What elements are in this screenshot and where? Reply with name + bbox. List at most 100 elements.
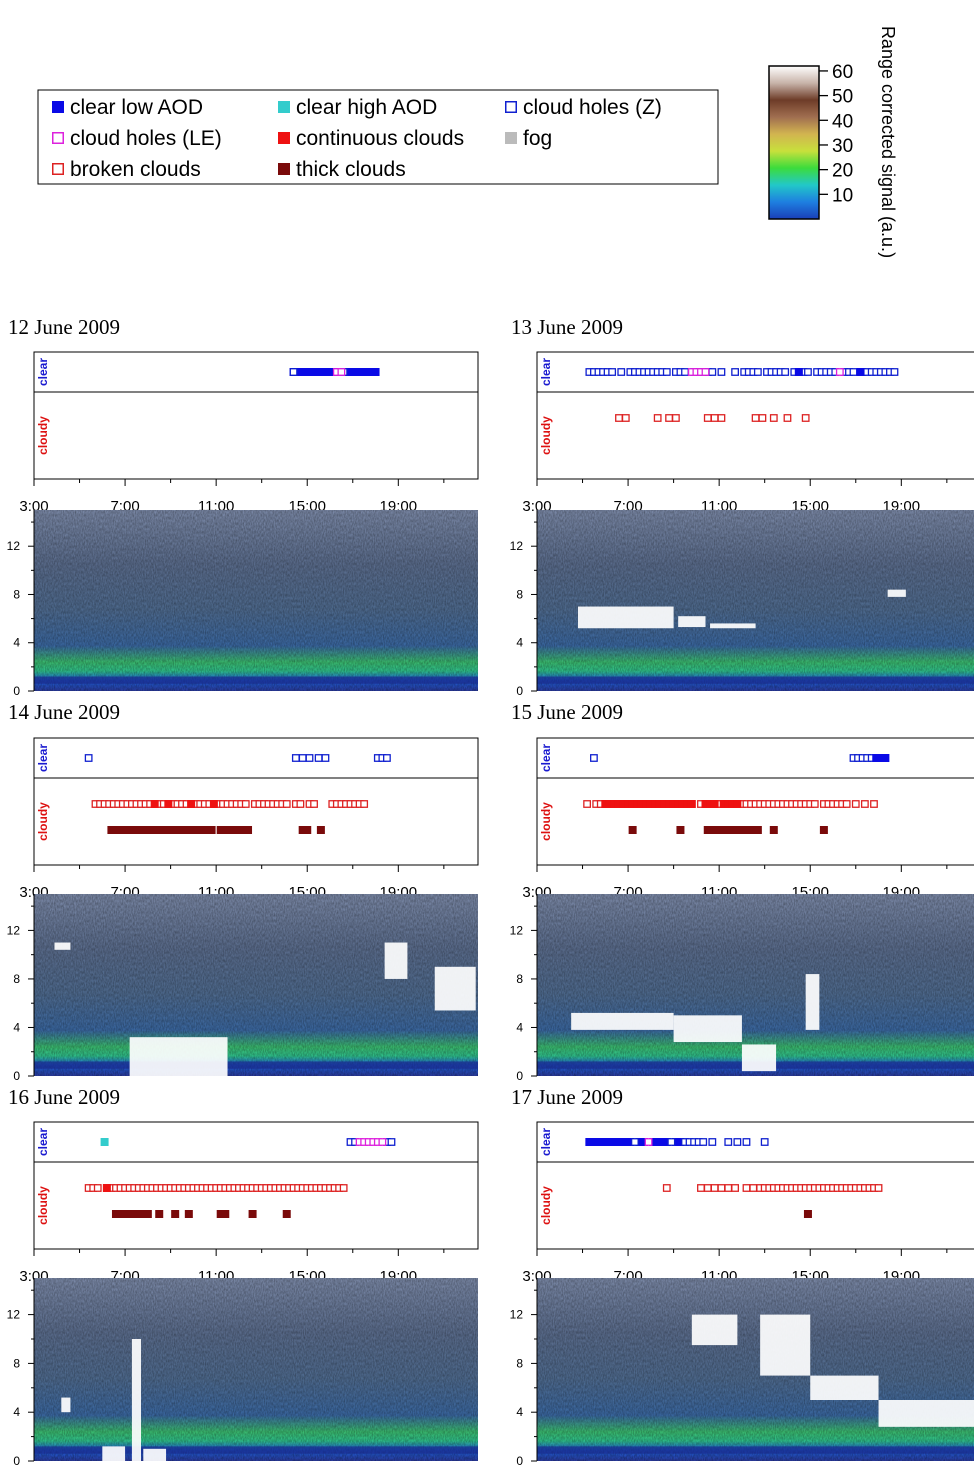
marker [731, 1184, 739, 1192]
marker [642, 800, 651, 808]
panel-title: 13 June 2009 [511, 315, 623, 339]
marker [835, 368, 844, 376]
marker [703, 826, 712, 834]
colorbar-tick-label: 20 [832, 161, 853, 182]
series-clear-low-aod [872, 754, 890, 762]
y-tick-label: 12 [510, 923, 524, 937]
marker [658, 1138, 667, 1146]
marker [209, 800, 218, 808]
marker [769, 414, 778, 422]
legend-label: thick clouds [296, 158, 406, 181]
marker [701, 368, 710, 376]
marker [84, 754, 93, 762]
marker [164, 800, 173, 808]
marker [724, 800, 733, 808]
series-thick-clouds [803, 1210, 812, 1218]
marker [733, 800, 742, 808]
marker [749, 1184, 758, 1192]
series-broken-clouds [662, 1184, 883, 1192]
legend-label: fog [523, 127, 552, 150]
series-cloud-holes-z [631, 1138, 769, 1146]
legend-marker [278, 101, 290, 113]
profile-noise [537, 510, 974, 691]
legend-item-clear-low-aod: clear low AOD [52, 96, 203, 119]
marker [248, 1210, 257, 1218]
marker [724, 1184, 733, 1192]
marker [303, 826, 312, 834]
marker [337, 368, 346, 376]
marker [717, 826, 726, 834]
boundary-layer [34, 676, 478, 684]
marker [184, 826, 193, 834]
marker [203, 826, 212, 834]
marker [121, 1210, 130, 1218]
marker [387, 1138, 396, 1146]
row-label-cloudy: cloudy [539, 802, 553, 841]
marker [640, 1138, 649, 1146]
marker [708, 368, 717, 376]
marker [851, 800, 860, 808]
y-tick-label: 12 [7, 539, 21, 553]
marker [184, 1210, 193, 1218]
y-tick-label: 8 [516, 1356, 523, 1370]
marker [594, 1138, 603, 1146]
row-label-cloudy: cloudy [539, 416, 553, 455]
marker [849, 368, 858, 376]
series-cloud-holes-le [355, 1138, 387, 1146]
row-label-clear: clear [539, 744, 553, 772]
lidar-profile: 0 4 8 12 [7, 894, 478, 1083]
marker [731, 368, 739, 376]
marker [150, 800, 159, 808]
marker [171, 826, 180, 834]
marker [671, 1138, 680, 1146]
marker [660, 800, 669, 808]
series-clear-high-aod [100, 1138, 109, 1146]
marker [175, 826, 184, 834]
colorbar-label: Range corrected signal (a.u.) [878, 26, 898, 258]
series-broken-clouds [84, 1184, 348, 1192]
marker [669, 800, 678, 808]
marker [662, 1138, 671, 1146]
legend-label: broken clouds [70, 158, 201, 181]
classification-frame [33, 351, 479, 480]
cloud-feature [741, 1044, 777, 1072]
marker [794, 368, 803, 376]
lidar-profile: 0 4 8 12 [510, 510, 974, 698]
marker [615, 414, 623, 422]
legend-marker [52, 163, 64, 175]
marker [244, 826, 253, 834]
legend-item-cloud-holes-le: cloud holes (LE) [52, 127, 222, 150]
profile-noise [34, 510, 478, 691]
marker [870, 800, 878, 808]
marker [683, 800, 692, 808]
marker [152, 826, 161, 834]
marker [724, 1138, 733, 1146]
marker [610, 800, 619, 808]
marker [733, 1138, 742, 1146]
marker [633, 800, 642, 808]
series-cloud-holes-z [585, 368, 899, 376]
y-tick-label: 0 [516, 1069, 523, 1083]
marker [655, 800, 664, 808]
panel-title: 15 June 2009 [511, 700, 623, 724]
marker [646, 800, 655, 808]
marker [667, 1138, 676, 1146]
marker [298, 754, 307, 762]
marker [282, 1210, 291, 1218]
series-clear-low-aod [585, 1138, 685, 1146]
marker [801, 414, 810, 422]
y-tick-label: 12 [510, 1308, 524, 1322]
legend-marker [278, 163, 290, 175]
marker [282, 800, 291, 808]
marker [710, 1184, 719, 1192]
y-tick-label: 4 [13, 636, 20, 650]
panel-title: 16 June 2009 [8, 1085, 120, 1109]
legend-marker [52, 101, 64, 113]
markers [84, 754, 391, 834]
marker [708, 826, 717, 834]
marker [710, 414, 719, 422]
marker [612, 1138, 621, 1146]
